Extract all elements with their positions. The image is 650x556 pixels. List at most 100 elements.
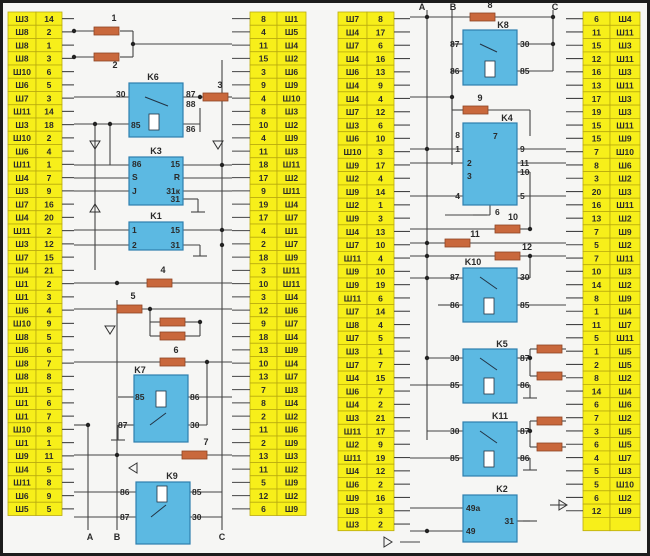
relay-pin-label: 10 <box>520 167 530 177</box>
bus-label: B <box>114 532 121 542</box>
connector-label: Ш6 <box>618 400 632 410</box>
connector-row: 3 Ш2 <box>582 171 641 186</box>
fuse: 4 <box>146 265 173 288</box>
connector-label: Ш6 <box>15 146 29 156</box>
connector-row: 18 Ш11 <box>249 157 307 172</box>
connector-label: 8 <box>47 425 52 435</box>
fuse-body <box>159 331 186 341</box>
connector-label: Ш3 <box>15 120 29 130</box>
relay-pin-label: 1 <box>132 225 137 235</box>
connector-label: 7 <box>594 227 599 237</box>
bus-label: B <box>450 3 457 12</box>
connector-row: Ш9 16 <box>337 490 395 505</box>
connector-label: Ш10 <box>283 93 301 103</box>
connector-label: Ш10 <box>616 147 634 157</box>
relay-pin-label: 87 <box>450 39 460 49</box>
connector-label: 2 <box>378 480 383 490</box>
connector-label: 1 <box>378 347 383 357</box>
connector-row: 6 Ш6 <box>582 397 641 412</box>
connector-label: 4 <box>47 305 52 315</box>
relay-k2: K2 49a 31 49 <box>462 484 518 543</box>
connector-label: Ш6 <box>285 305 299 315</box>
connector-row: 20 Ш3 <box>582 184 641 199</box>
connector-label: 11 <box>592 27 601 37</box>
connector-row: 2 Ш5 <box>582 357 641 372</box>
connector-label: 3 <box>378 214 383 224</box>
connector-row: 17 Ш2 <box>249 170 307 185</box>
relay-switch-icon <box>149 412 167 426</box>
connector-label: Ш11 <box>13 160 31 170</box>
connector-row: Ш3 12 <box>7 236 63 251</box>
relay-body <box>462 122 518 206</box>
connector-label: Ш1 <box>15 411 29 421</box>
connector-label: Ш9 <box>618 293 632 303</box>
connector-label: 17 <box>592 94 602 104</box>
connector-label: Ш4 <box>285 358 299 368</box>
connector-label: Ш7 <box>285 239 299 249</box>
connector-label: 1 <box>47 160 52 170</box>
connector-label: 7 <box>47 173 52 183</box>
connector-row: Ш4 17 <box>337 24 395 39</box>
connector-label: 8 <box>594 160 599 170</box>
connector-label: 2 <box>47 133 52 143</box>
connector-label: 6 <box>47 67 52 77</box>
relay-pin-label: 86 <box>520 453 530 463</box>
connector-label: 11 <box>259 425 268 435</box>
connector-row: 5 Ш9 <box>249 475 307 490</box>
connector-label: 12 <box>376 107 386 117</box>
connector-row: Ш7 16 <box>7 197 63 212</box>
connector-label: Ш2 <box>618 413 632 423</box>
connector-label: Ш3 <box>618 41 632 51</box>
connector-label: 18 <box>44 120 54 130</box>
relay-label: K11 <box>492 411 508 421</box>
connector-label: 1 <box>594 347 599 357</box>
connector-label: Ш7 <box>285 213 299 223</box>
connector-label: Ш7 <box>346 41 360 51</box>
relay-pin-label: J <box>132 186 137 196</box>
fuse-body <box>536 344 563 354</box>
connector-label: Ш3 <box>285 451 299 461</box>
connector-label: 7 <box>47 411 52 421</box>
connector-row: Ш6 7 <box>337 383 395 399</box>
connector-label: Ш7 <box>346 14 360 24</box>
connector-cell <box>582 517 611 532</box>
connector-row: Ш3 21 <box>337 410 395 425</box>
fuse: 6 <box>159 345 186 367</box>
connector-row: 12 Ш2 <box>249 488 307 503</box>
connector-label: Ш4 <box>285 332 299 342</box>
relay-label: K3 <box>150 146 162 156</box>
relay-label: K9 <box>166 471 178 481</box>
connector-label: Ш2 <box>618 214 632 224</box>
relay-k8: K8 87 30 86 85 <box>450 20 530 86</box>
connector-row: 8 Ш9 <box>582 290 641 305</box>
connector-row: 3 Ш5 <box>582 423 641 438</box>
connector-label: Ш4 <box>618 386 632 396</box>
diode-icon <box>558 499 568 511</box>
connector-label: 8 <box>261 14 266 24</box>
fuse-label: 7 <box>203 437 208 447</box>
connector-label: Ш9 <box>618 506 632 516</box>
relay-pin-label: 30 <box>450 353 460 363</box>
connector-row: 6 Ш2 <box>582 490 641 505</box>
connector-row: 2 Ш7 <box>249 236 307 251</box>
connector-row: Ш6 5 <box>7 77 63 92</box>
connector-label: 5 <box>594 466 599 476</box>
connector-row: Ш10 3 <box>337 144 395 159</box>
connector-label: 10 <box>259 358 269 368</box>
connector-label: 14 <box>376 187 386 197</box>
connector-row: Ш7 10 <box>337 237 395 252</box>
connector-row: Ш7 7 <box>337 357 395 372</box>
connector-row: Ш11 17 <box>337 423 395 438</box>
connector-row: Ш8 7 <box>7 356 63 371</box>
junction-dot <box>114 280 120 286</box>
connector-row: 18 Ш4 <box>249 329 307 344</box>
fuse-label: 6 <box>173 345 178 355</box>
fuse-body <box>536 416 563 426</box>
connector-row: 18 Ш9 <box>249 250 307 265</box>
fuse-body <box>93 52 120 62</box>
connector-cell <box>609 517 641 532</box>
